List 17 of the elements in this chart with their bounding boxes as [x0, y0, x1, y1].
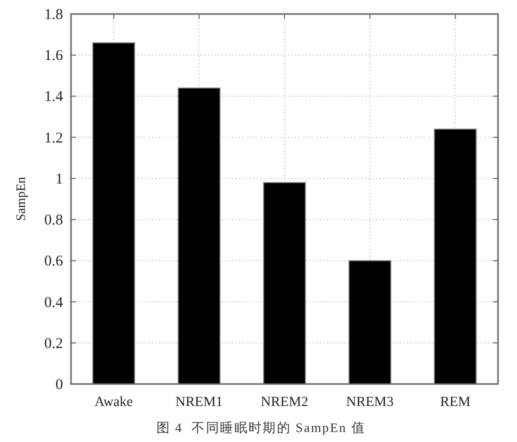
- y-tick-label: 0: [56, 377, 63, 393]
- y-tick-label: 0.6: [44, 254, 64, 270]
- y-tick-label: 1.8: [44, 7, 63, 23]
- x-tick-label: NREM1: [175, 395, 223, 410]
- x-tick-label: NREM3: [346, 395, 394, 410]
- y-tick-label: 0.8: [44, 212, 63, 229]
- y-tick-label: 1.2: [44, 130, 63, 146]
- y-tick-label: 1: [56, 171, 63, 188]
- x-tick-label: NREM2: [260, 395, 308, 410]
- y-tick-label: 0.2: [44, 336, 63, 352]
- y-axis-title: SampEn: [13, 176, 28, 222]
- y-tick-label: 1.6: [44, 48, 64, 64]
- x-tick-label: REM: [440, 395, 472, 410]
- y-tick-label: 1.4: [44, 89, 64, 106]
- caption: 图 4 不同睡眠时期的 SampEn 值: [156, 420, 366, 435]
- y-tick-label: 0.4: [44, 294, 64, 311]
- x-tick-label: Awake: [94, 395, 133, 410]
